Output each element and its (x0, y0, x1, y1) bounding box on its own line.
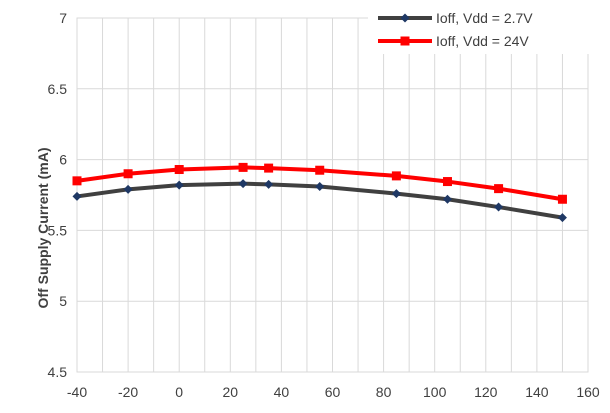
y-tick-label: 4.5 (48, 364, 68, 380)
data-point (238, 179, 248, 189)
data-point (123, 169, 133, 179)
data-point (557, 213, 567, 223)
y-tick-label: 6 (59, 152, 67, 168)
legend-label: Ioff, Vdd = 24V (436, 33, 529, 49)
x-tick-label: 80 (376, 384, 392, 400)
x-tick-label: 140 (525, 384, 549, 400)
data-point (238, 162, 248, 172)
grid (76, 17, 589, 373)
data-point (494, 202, 504, 212)
x-tick-label: 120 (474, 384, 498, 400)
y-tick-label: 5.5 (48, 222, 68, 238)
data-point (72, 191, 82, 201)
x-tick-label: -40 (67, 384, 87, 400)
x-tick-label: 100 (423, 384, 447, 400)
series-1 (72, 179, 567, 223)
x-tick-label: 60 (325, 384, 341, 400)
data-point (391, 189, 401, 199)
x-tick-label: -20 (118, 384, 138, 400)
legend-label: Ioff, Vdd = 2.7V (436, 10, 533, 26)
legend: Ioff, Vdd = 2.7V Ioff, Vdd = 24V (368, 2, 606, 54)
series-2 (72, 162, 567, 204)
data-point (315, 182, 325, 192)
data-point (557, 194, 567, 204)
data-point (442, 194, 452, 204)
data-point (264, 179, 274, 189)
series-line (76, 165, 563, 202)
x-tick-label: 160 (576, 384, 600, 400)
y-tick-label: 5 (59, 293, 67, 309)
x-tick-label: 0 (175, 384, 183, 400)
data-point (174, 165, 184, 175)
data-point (123, 184, 133, 194)
axes: 4.5 5 5.5 6 6.5 7 -40 -20 0 20 40 60 80 100 120 140 160 (48, 10, 600, 400)
x-tick-label: 20 (223, 384, 239, 400)
data-point (72, 176, 82, 186)
series-layer (72, 162, 567, 223)
data-point (264, 163, 274, 173)
data-point (442, 177, 452, 187)
y-tick-label: 6.5 (48, 81, 68, 97)
y-tick-label: 7 (59, 10, 67, 26)
data-point (494, 184, 504, 194)
series-line (76, 181, 563, 220)
y-axis-title: Off Supply Current (mA) (35, 148, 51, 309)
legend-marker (400, 13, 410, 23)
data-point (315, 165, 325, 175)
data-point (391, 171, 401, 181)
data-point (174, 180, 184, 190)
x-tick-label: 40 (274, 384, 290, 400)
legend-marker (400, 36, 410, 46)
